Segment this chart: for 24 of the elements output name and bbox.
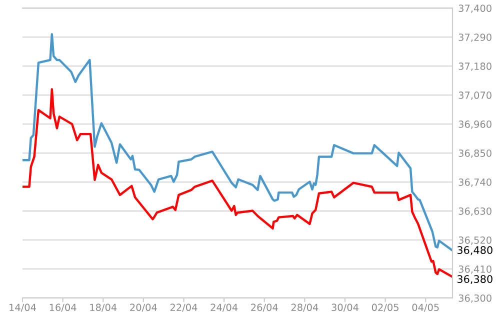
- y-tick-label: 37,400: [458, 4, 492, 13]
- y-tick-label: 36,300: [458, 294, 492, 303]
- y-tick-label: 36,740: [458, 178, 492, 187]
- y-tick-label: 36,850: [458, 150, 492, 158]
- y-tick-label: 36,410: [458, 265, 492, 274]
- y-tick-label: 37,290: [458, 34, 492, 42]
- annotation: 36,480: [457, 246, 492, 256]
- x-tick-label: 26/04: [251, 304, 278, 312]
- x-tick-label: 22/04: [170, 304, 198, 312]
- y-tick-label: 37,070: [458, 92, 492, 100]
- annotation: 36,380: [457, 275, 492, 284]
- x-tick-label: 16/04: [50, 304, 76, 312]
- x-tick-label: 02/05: [372, 304, 398, 312]
- x-tick-label: 28/04: [291, 304, 318, 312]
- x-tick-label: 24/04: [210, 304, 238, 312]
- y-tick-label: 36,630: [458, 207, 492, 216]
- x-tick-label: 30/04: [332, 304, 358, 312]
- x-tick-label: 14/04: [10, 304, 36, 312]
- y-tick-label: 37,180: [458, 62, 492, 71]
- y-tick-label: 36,960: [458, 120, 492, 129]
- y-tick-label: 36,520: [458, 236, 492, 245]
- x-tick-label: 20/04: [130, 304, 157, 312]
- x-tick-label: 04/05: [412, 304, 439, 312]
- x-tick-label: 18/04: [90, 304, 117, 312]
